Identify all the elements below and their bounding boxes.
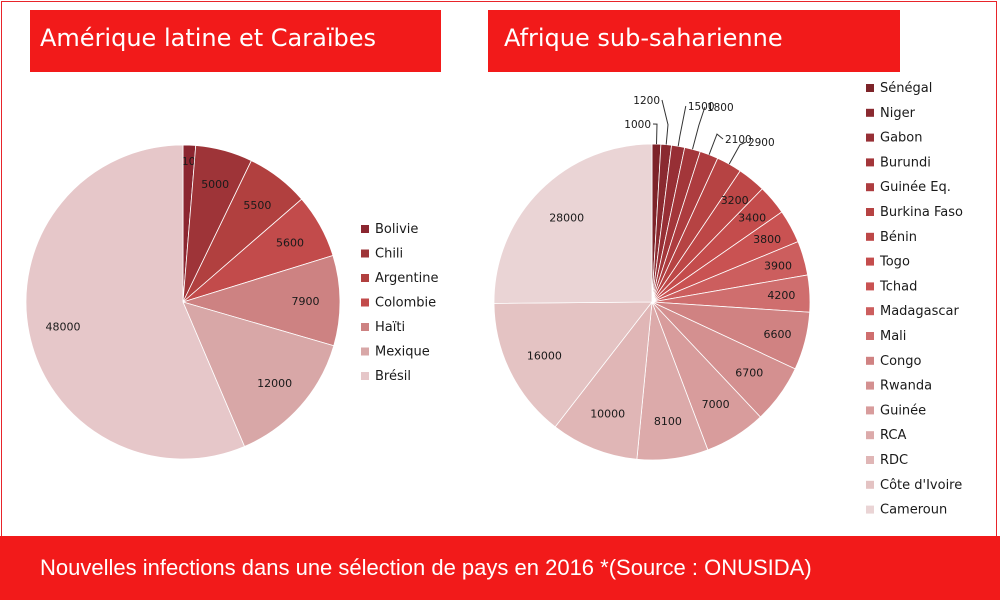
legend-swatch-cote-d-ivoire [866,480,874,489]
legend-label-haiti: Haïti [375,320,405,335]
legend-swatch-gabon [866,133,874,142]
data-label-haiti: 7900 [292,295,320,308]
legend-sub-saharan-africa: Sénégal Niger Gabon Burundi Guinée Eq. Burkin… [866,81,963,518]
legend-label-bolivie: Bolivie [375,222,418,237]
legend-label-rwanda: Rwanda [880,379,932,394]
legend-label-burundi: Burundi [880,155,931,170]
pie-slice-bresil [25,144,246,460]
pie-slice-haiti [181,254,341,347]
data-label-congo: 6600 [764,328,792,341]
legend-label-cameroun: Cameroun [880,503,947,518]
chart-caption: Nouvelles infections dans une sélection … [0,536,1000,600]
legend-swatch-haiti [361,323,369,331]
data-label-mexique: 12000 [257,377,292,390]
data-label-cote-d-ivoire: 16000 [527,349,562,362]
chart-title-sub-saharan-africa: Afrique sub-saharienne [488,10,900,72]
legend-swatch-burundi [866,158,874,167]
leader-line-gabon [677,105,687,147]
pie-slice-mexique [182,301,335,447]
data-label-cameroun: 28000 [549,212,584,225]
legend-swatch-mali [866,332,874,340]
data-label-guinee: 7000 [702,398,730,411]
legend-swatch-mexique [361,347,369,356]
legend-label-congo: Congo [880,354,922,369]
leader-line-burundi [692,106,706,150]
legend-label-senegal: Sénégal [880,81,932,96]
legend-label-mali: Mali [880,329,906,344]
legend-label-chili: Chili [375,247,403,262]
data-label-chili: 5000 [201,178,229,191]
leader-line-burkina-faso [728,141,747,165]
legend-swatch-argentine [361,274,369,282]
data-label-rca: 8100 [654,415,682,428]
legend-label-togo: Togo [879,255,910,270]
legend-swatch-niger [866,108,874,117]
legend-label-burkina-faso: Burkina Faso [880,205,963,220]
legend-swatch-togo [866,257,874,266]
leader-line-niger [661,99,669,145]
data-label-burkina-faso: 2900 [748,137,775,149]
legend-label-benin: Bénin [880,230,917,245]
pie-slice-cote-d-ivoire [493,301,653,428]
data-label-colombie: 5600 [276,237,304,250]
data-label-senegal: 1000 [624,119,651,131]
leader-line-senegal [652,123,658,145]
data-label-mali: 4200 [767,289,795,302]
legend-swatch-rwanda [866,381,874,390]
legend-swatch-rdc [866,456,874,464]
leader-line-guinee-eq [708,133,724,155]
legend-label-niger: Niger [880,106,916,121]
legend-swatch-rca [866,431,874,440]
legend-label-mexique: Mexique [375,345,430,360]
data-label-rdc: 10000 [590,408,625,421]
data-label-gabon: 1500 [688,101,715,113]
legend-label-argentine: Argentine [375,271,438,286]
legend-label-madagascar: Madagascar [880,304,960,319]
legend-label-colombie: Colombie [375,296,436,311]
data-label-bresil: 48000 [46,321,81,334]
legend-swatch-bresil [361,372,369,380]
legend-label-guinee-eq: Guinée Eq. [880,180,951,195]
legend-label-bresil: Brésil [375,369,411,384]
pie-slice-cameroun [493,143,653,304]
legend-swatch-senegal [866,84,874,92]
legend-label-cote-d-ivoire: Côte d'Ivoire [880,478,962,493]
legend-swatch-madagascar [866,307,874,316]
legend-label-tchad: Tchad [879,279,917,294]
legend-swatch-benin [866,232,874,241]
legend-swatch-burkina-faso [866,208,874,216]
data-label-burundi: 1800 [707,102,734,114]
legend-swatch-congo [866,356,874,365]
legend-swatch-chili [361,249,369,258]
data-label-argentine: 5500 [243,199,271,212]
legend-swatch-tchad [866,282,874,291]
legend-label-rdc: RDC [880,453,908,468]
data-label-madagascar: 3900 [764,260,792,273]
data-label-tchad: 3800 [753,233,781,246]
legend-label-rca: RCA [880,428,906,443]
legend-latin-america: Bolivie Chili Argentine Colombie Haïti Mexiqu… [361,222,438,384]
data-label-benin: 3200 [721,194,749,207]
legend-swatch-bolivie [361,225,369,233]
legend-label-guinee: Guinée [880,403,926,418]
chart-title-latin-america: Amérique latine et Caraïbes [30,10,441,72]
legend-swatch-guinee-eq [866,183,874,192]
legend-swatch-guinee [866,406,874,415]
legend-swatch-colombie [361,298,369,307]
legend-swatch-cameroun [866,505,874,514]
data-label-niger: 1200 [633,95,660,107]
data-label-togo: 3400 [738,211,766,224]
data-label-guinee-eq: 2100 [725,134,752,146]
legend-label-gabon: Gabon [880,131,923,146]
pie-slice-rdc [554,300,653,460]
data-label-rwanda: 6700 [735,366,763,379]
